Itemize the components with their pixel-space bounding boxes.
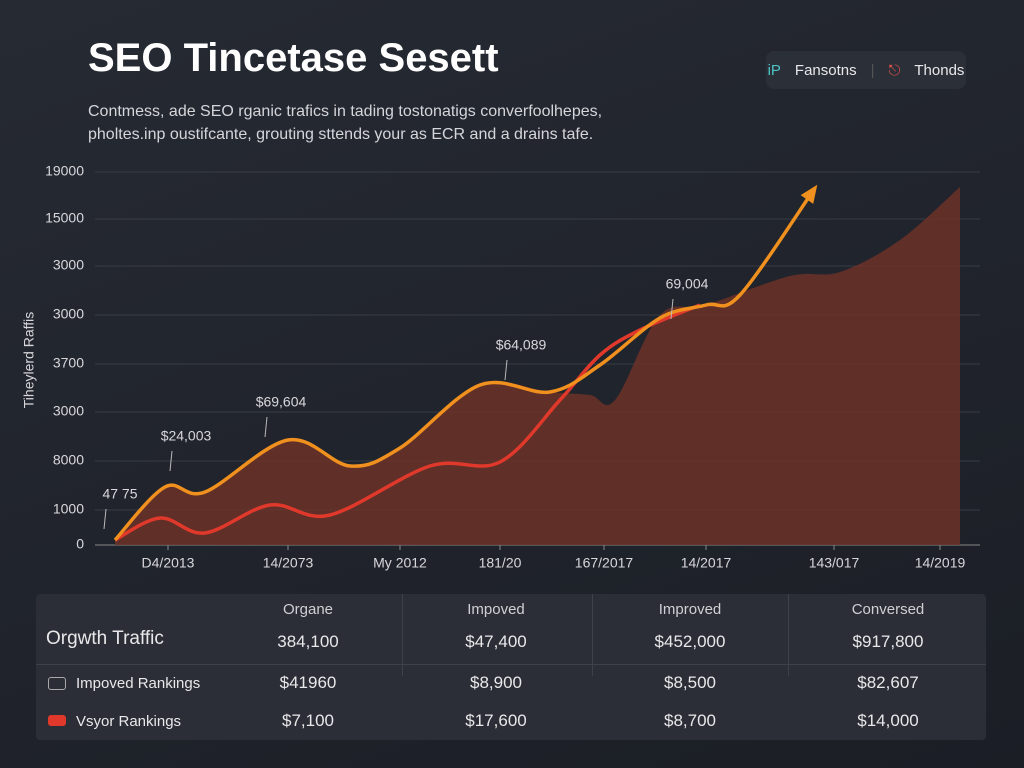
table-cell: $17,600 bbox=[465, 711, 527, 730]
series-area bbox=[115, 187, 960, 545]
row-label: Impoved Rankings bbox=[76, 675, 201, 692]
leader-line bbox=[169, 450, 173, 472]
title: SEO Tincetase Sesett bbox=[88, 36, 499, 80]
table-cell: $7,100 bbox=[282, 711, 334, 730]
table-cell: $47,400 bbox=[465, 632, 527, 651]
legend-entry[interactable]: Thonds bbox=[914, 61, 965, 79]
subtitle-line: Contmess, ade SEO rganic trafics in tadi… bbox=[88, 103, 603, 120]
annotation: 47 75 bbox=[102, 486, 137, 502]
x-tick-label: D4/2013 bbox=[142, 555, 195, 571]
leader-line bbox=[504, 359, 508, 381]
y-axis-title: Tiheylerd Raffis bbox=[21, 312, 37, 408]
y-tick-label: 15000 bbox=[45, 210, 84, 226]
y-tick-label: 3000 bbox=[53, 403, 84, 419]
y-tick-label: 3000 bbox=[53, 257, 84, 273]
series-line bbox=[114, 303, 701, 542]
annotation: 69,004 bbox=[666, 276, 709, 292]
table-cell: $8,900 bbox=[470, 673, 522, 692]
table-cell: 384,100 bbox=[277, 632, 339, 651]
table-cell: $8,500 bbox=[664, 673, 716, 692]
y-tick-label: 3700 bbox=[53, 355, 84, 371]
table-cell: $82,607 bbox=[857, 673, 919, 692]
row-label: Vsyor Rankings bbox=[76, 713, 182, 730]
y-tick-label: 3000 bbox=[53, 306, 84, 322]
y-tick-label: 1000 bbox=[53, 501, 84, 517]
leader-line bbox=[264, 416, 268, 438]
row-label: Orgwth Traffic bbox=[46, 628, 164, 649]
icon: ⎋ bbox=[888, 61, 901, 79]
table-cell: $41960 bbox=[279, 673, 337, 692]
x-tick-label: My 2012 bbox=[373, 555, 427, 571]
legend: iP Fansotns | ⎋ Thonds bbox=[766, 51, 966, 89]
chart: Tiheylerd Raffis 0 1000 8000 3000 3700 3000 30… bbox=[21, 163, 980, 571]
column-header: Conversed bbox=[851, 601, 925, 618]
table-cell: $8,700 bbox=[664, 711, 716, 730]
table-cell: $452,000 bbox=[654, 632, 726, 651]
column-header: Impoved bbox=[467, 601, 525, 618]
annotation: $64,089 bbox=[496, 337, 547, 353]
y-tick-label: 0 bbox=[76, 536, 84, 552]
x-tick-label: 14/2019 bbox=[915, 555, 966, 571]
column-header: Organe bbox=[282, 601, 334, 618]
divider bbox=[402, 594, 403, 676]
x-tick-label: 167/2017 bbox=[575, 555, 634, 571]
x-tick-label: 143/017 bbox=[809, 555, 860, 571]
divider bbox=[592, 594, 593, 676]
divider bbox=[788, 594, 789, 676]
x-tick-label: 14/2073 bbox=[263, 555, 314, 571]
leader-line bbox=[103, 508, 107, 530]
y-tick-label: 19000 bbox=[45, 163, 84, 179]
icon: iP bbox=[767, 61, 781, 79]
annotation: $24,003 bbox=[161, 428, 212, 444]
row-icon bbox=[48, 715, 66, 726]
table: Organe Impoved Improved Conversed Orgwth Tra… bbox=[36, 594, 986, 740]
column-header: Improved bbox=[658, 601, 722, 618]
legend-entry[interactable]: Fansotns bbox=[794, 61, 857, 79]
table-cell: $14,000 bbox=[857, 711, 919, 730]
row-icon bbox=[48, 677, 66, 690]
y-tick-label: 8000 bbox=[53, 452, 84, 468]
subtitle: Contmess, ade SEO rganic trafics in tadi… bbox=[88, 100, 602, 146]
annotation: $69,604 bbox=[256, 394, 307, 410]
divider bbox=[36, 664, 986, 665]
arrow-head bbox=[800, 184, 818, 204]
leader-line bbox=[670, 298, 674, 320]
subtitle-line: pholtes.inp oustifcante, grouting sttend… bbox=[88, 126, 594, 143]
x-tick-label: 14/2017 bbox=[681, 555, 732, 571]
table-cell: $917,800 bbox=[852, 632, 924, 651]
series-line bbox=[113, 186, 817, 542]
x-tick-label: 181/20 bbox=[479, 555, 522, 571]
